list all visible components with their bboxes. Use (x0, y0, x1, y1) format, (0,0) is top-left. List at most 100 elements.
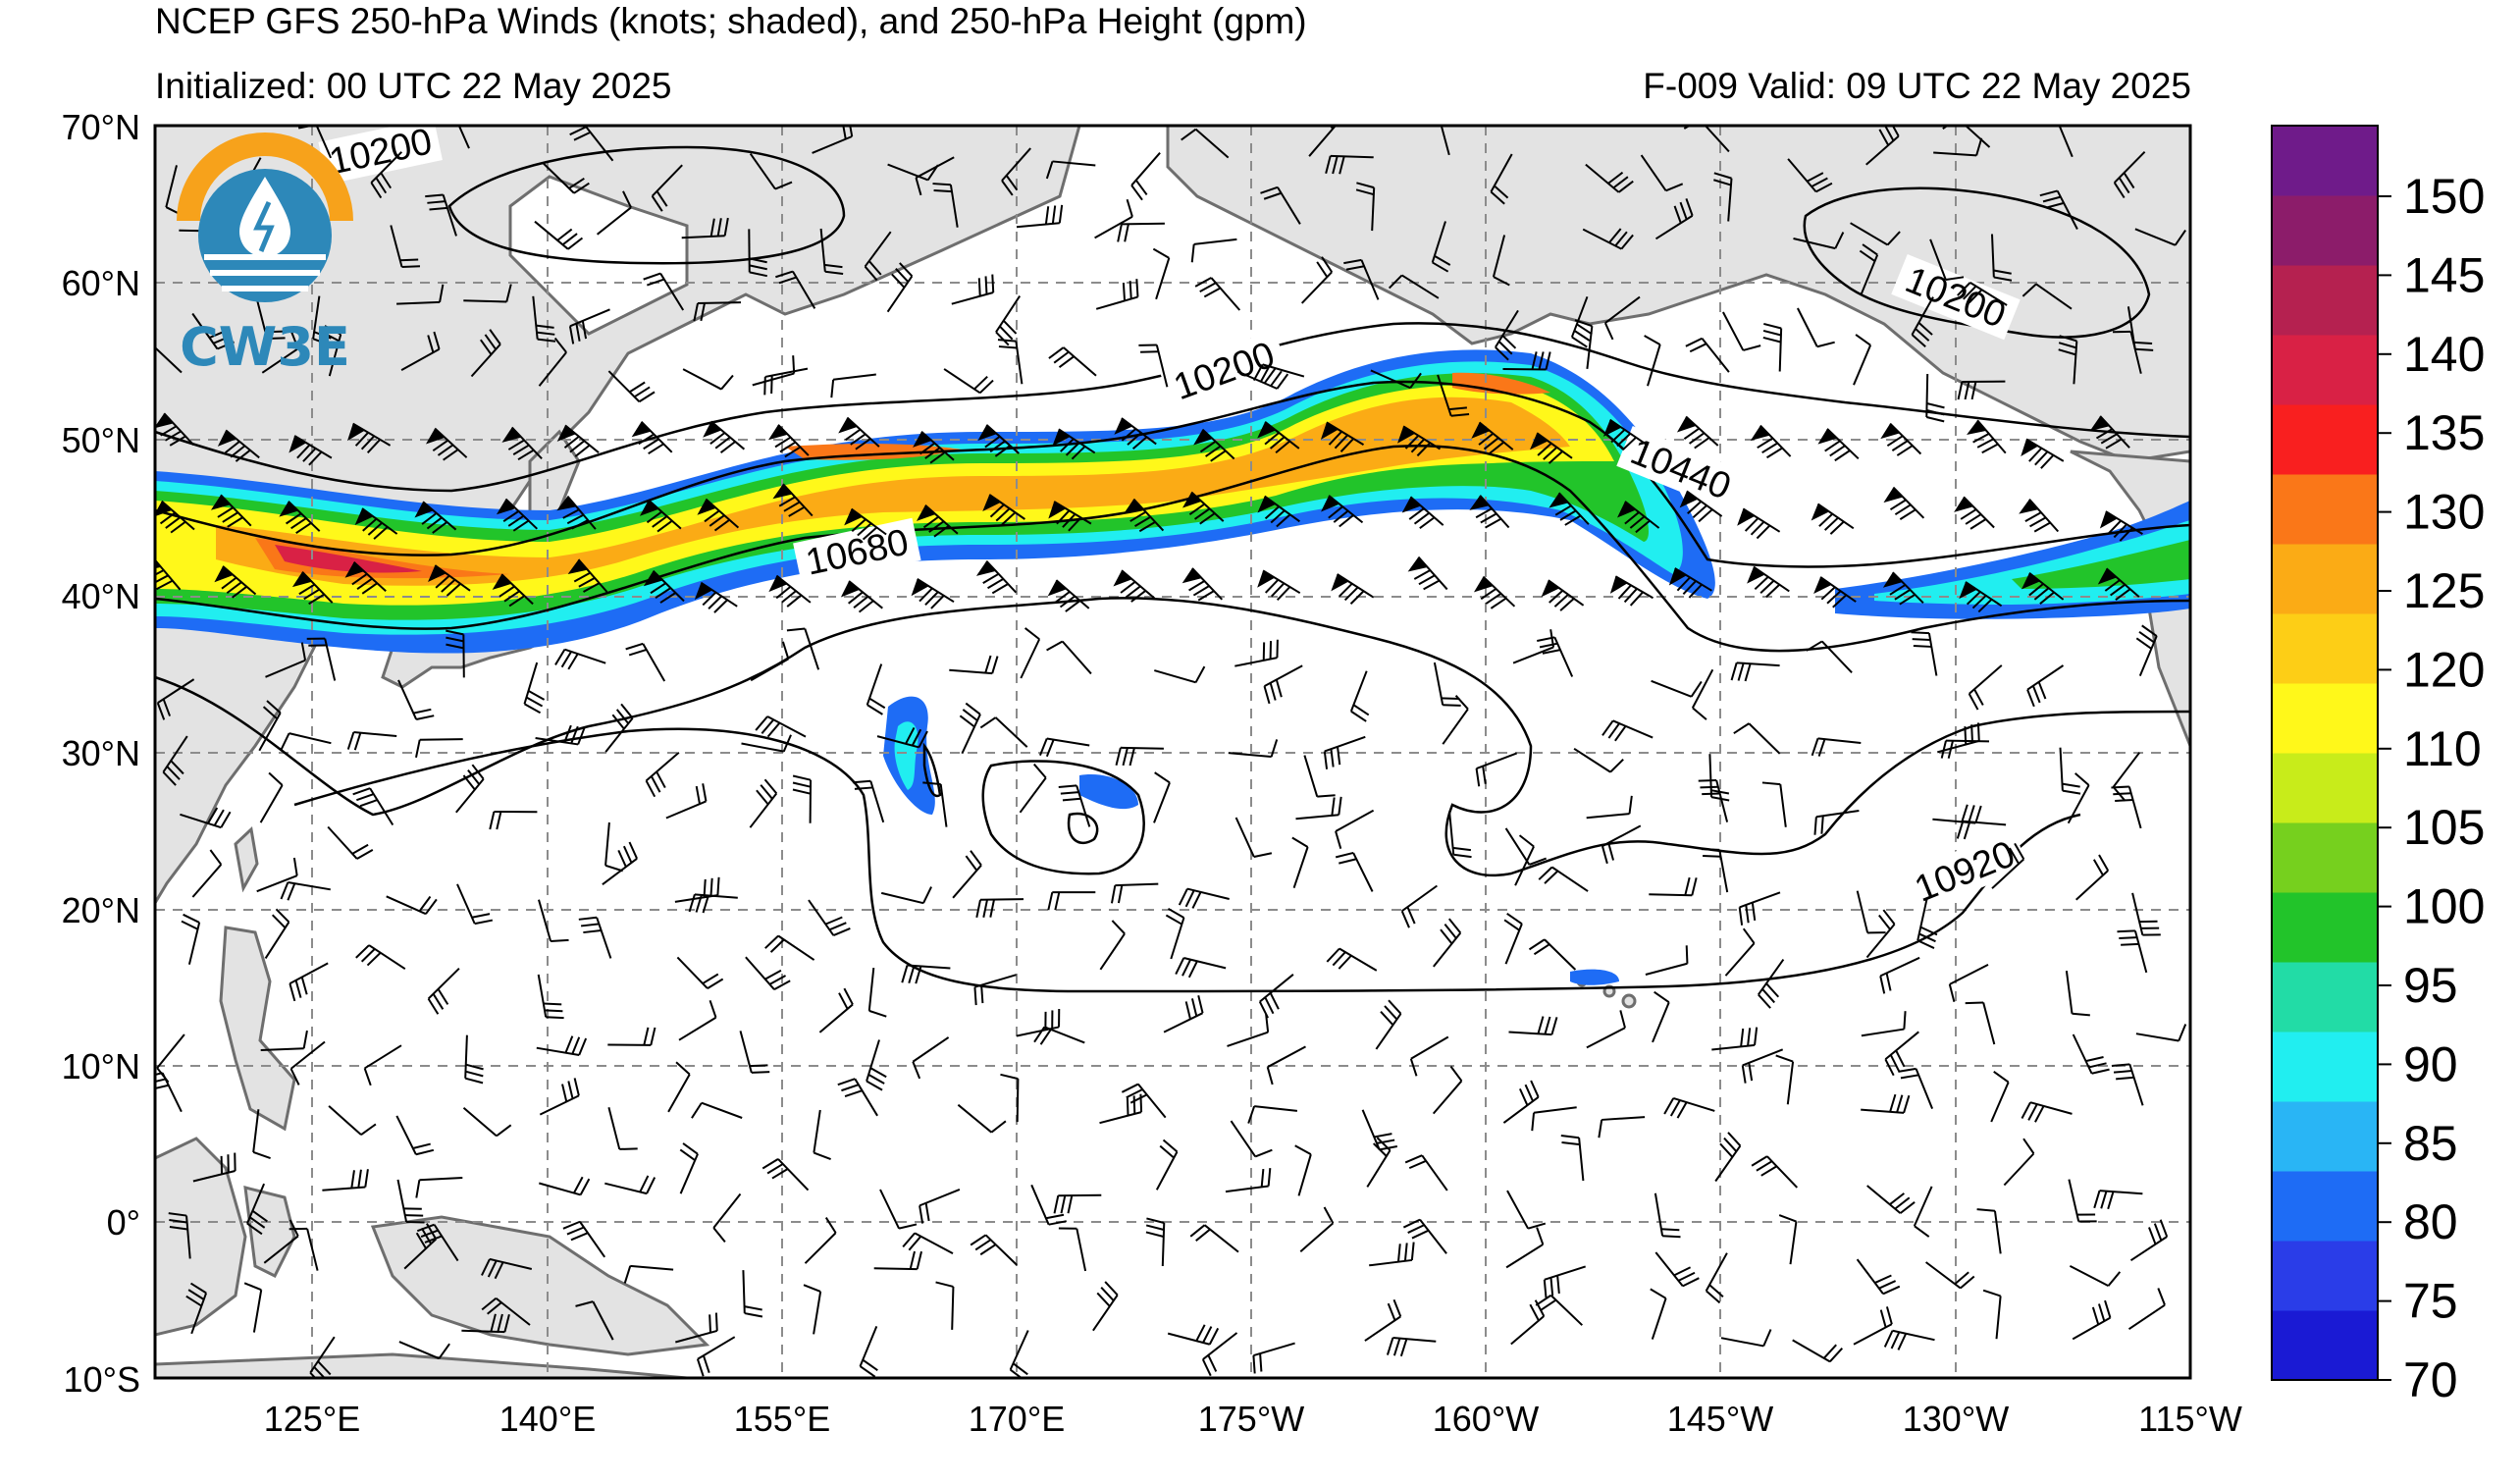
wind-barb (1529, 432, 1573, 464)
wind-barb (688, 893, 738, 914)
wind-barb (1537, 636, 1574, 677)
wind-barb (428, 564, 471, 597)
wind-barb (1189, 1224, 1239, 1253)
wind-barb (1386, 1336, 1437, 1357)
wind-barb (1110, 882, 1159, 904)
wind-barb (2135, 1024, 2187, 1042)
wind-barb (252, 1109, 271, 1160)
wind-barb (1806, 640, 1853, 673)
wind-barb (260, 1030, 308, 1051)
wind-barb (1343, 258, 1380, 300)
wind-barb (1225, 1168, 1272, 1193)
wind-barb (607, 1107, 638, 1150)
wind-barb (1294, 1144, 1312, 1196)
wind-barb (539, 1176, 591, 1196)
wind-barb (539, 1078, 580, 1116)
wind-barb (712, 1192, 742, 1243)
wind-barb (1560, 1134, 1585, 1182)
wind-barb (1506, 1190, 1547, 1230)
wind-barb (1020, 627, 1041, 679)
wind-barb (1679, 490, 1723, 523)
wind-barb (679, 1142, 699, 1194)
wind-barb (1775, 1054, 1795, 1105)
wind-barb (567, 558, 608, 593)
wind-barb (1585, 163, 1634, 193)
wind-barb (919, 1188, 961, 1224)
wind-barb (1651, 679, 1703, 698)
wind-barb (415, 738, 463, 759)
wind-barb (1258, 974, 1294, 1019)
wind-barb (181, 913, 201, 965)
wind-barb (455, 764, 485, 814)
wind-barb (2068, 1179, 2097, 1223)
wind-barb (1181, 567, 1224, 602)
wind-barb (970, 1234, 1018, 1266)
wind-barb (155, 412, 195, 447)
wind-barb (768, 574, 812, 608)
wind-barb (1724, 927, 1756, 977)
wind-barb (464, 1034, 484, 1085)
wind-barb (1778, 1214, 1798, 1265)
wind-barb (1442, 695, 1469, 745)
wind-barb (1956, 820, 2007, 840)
longitude-labels: 125°E 140°E 155°E 170°E 175°W 160°W 145°… (264, 1399, 2242, 1439)
wind-barb (1787, 158, 1833, 193)
wind-barb (1099, 1093, 1143, 1125)
colorbar-swatch (2272, 1101, 2378, 1172)
wind-barb (416, 1223, 459, 1262)
wind-barb (1303, 755, 1336, 798)
wind-barb (1320, 421, 1365, 452)
wind-barb (1257, 569, 1301, 601)
wind-barb (775, 270, 816, 309)
wind-barb (1047, 579, 1090, 612)
wind-barb (1252, 363, 1305, 384)
wind-barb (1402, 1218, 1447, 1254)
wind-barb (214, 565, 257, 599)
wind-barb (1058, 784, 1091, 827)
colorbar-swatch (2272, 1032, 2378, 1102)
wind-barb (1194, 277, 1241, 311)
lat-label: 20°N (62, 890, 140, 930)
wind-barb (328, 1105, 377, 1136)
wind-barb (1045, 160, 1096, 180)
wind-barb (1514, 834, 1535, 886)
wind-barb (537, 974, 564, 1020)
wind-barb (1663, 1097, 1715, 1119)
wind-barb (1617, 501, 1660, 534)
wind-barb (1574, 319, 1594, 370)
wind-barb (427, 967, 460, 1015)
wind-barb (346, 731, 397, 751)
wind-barb (363, 1044, 402, 1086)
wind-barb (1668, 567, 1712, 599)
lon-label: 125°E (264, 1399, 360, 1439)
wind-barb (995, 295, 1022, 346)
wind-barb (492, 573, 534, 608)
wind-barb (1181, 128, 1230, 159)
wind-barb (1882, 571, 1924, 606)
wind-barb (489, 810, 538, 830)
wind-barb (279, 501, 321, 534)
wind-barb (1543, 1265, 1587, 1298)
wind-barb (1793, 232, 1845, 250)
wind-barb (1364, 1298, 1402, 1342)
wind-barb (534, 220, 584, 250)
wind-barb (1331, 573, 1375, 605)
wind-barb (915, 156, 955, 196)
wind-barb (390, 225, 421, 269)
wind-barb (1437, 126, 1450, 156)
wind-barb (1475, 752, 1518, 787)
wind-barb (1967, 419, 2007, 454)
wind-barb (764, 934, 815, 961)
wind-barb (1490, 153, 1513, 205)
wind-barb (691, 1101, 743, 1119)
wind-barb (1751, 1155, 1799, 1189)
lon-label: 160°W (1433, 1399, 1539, 1439)
wind-barb (973, 974, 1017, 1006)
wind-barb (1058, 1227, 1087, 1272)
wind-barb (1541, 579, 1585, 611)
wind-barb (1650, 1288, 1667, 1340)
colorbar-swatch (2272, 753, 2378, 823)
wind-barb (1252, 1342, 1295, 1374)
wind-barb (192, 1152, 236, 1183)
wind-barb (1471, 421, 1514, 454)
